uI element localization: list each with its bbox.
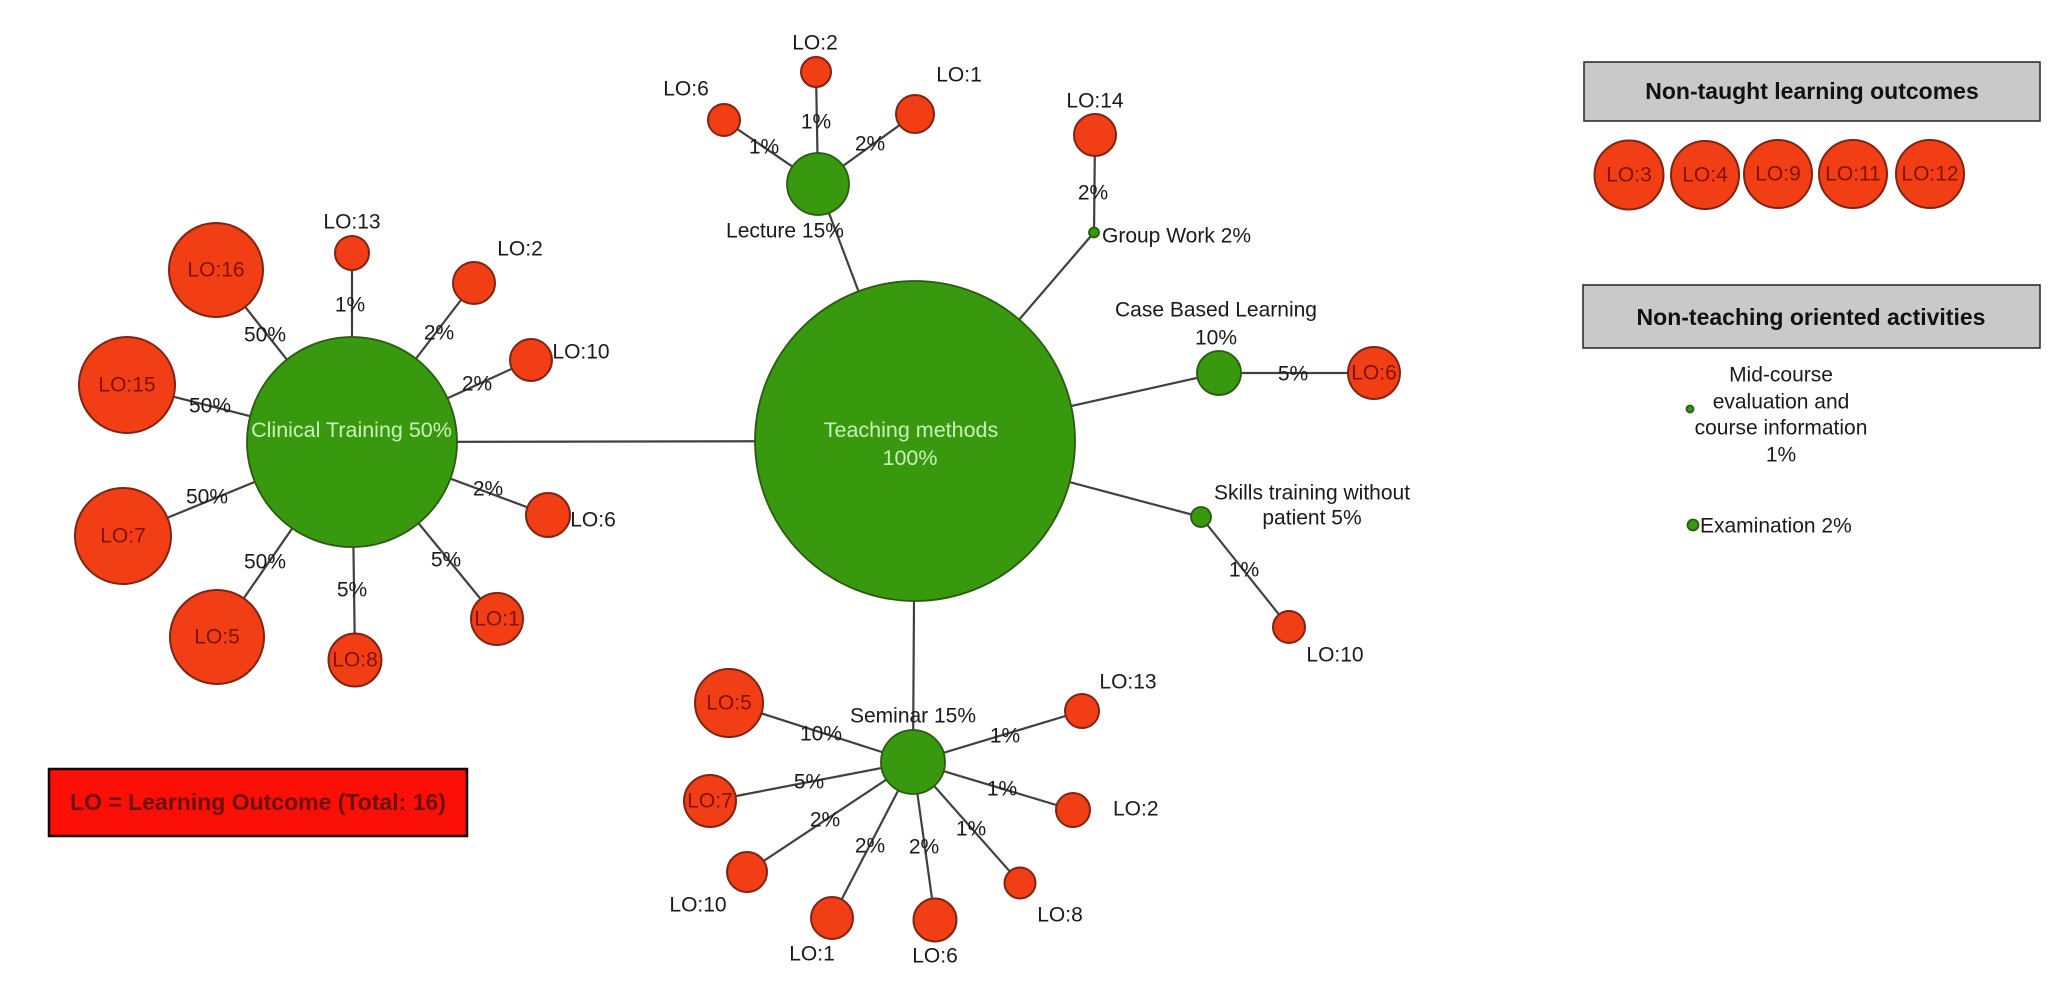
svg-text:5%: 5% — [1278, 363, 1308, 386]
svg-text:1%: 1% — [1229, 559, 1259, 582]
svg-text:LO:6: LO:6 — [1351, 362, 1397, 385]
svg-text:1%: 1% — [956, 818, 986, 841]
svg-text:LO:10: LO:10 — [552, 341, 609, 364]
svg-text:LO:3: LO:3 — [1606, 164, 1652, 187]
svg-text:Non-teaching oriented activiti: Non-teaching oriented activities — [1637, 304, 1986, 330]
svg-text:10%: 10% — [1195, 327, 1237, 350]
svg-text:LO:2: LO:2 — [1113, 798, 1159, 821]
svg-text:Mid-course: Mid-course — [1729, 364, 1833, 387]
svg-text:LO:16: LO:16 — [187, 259, 244, 282]
svg-text:LO:13: LO:13 — [1099, 671, 1156, 694]
svg-text:LO:15: LO:15 — [98, 374, 155, 397]
svg-text:50%: 50% — [244, 324, 286, 347]
svg-text:2%: 2% — [810, 809, 840, 832]
svg-text:LO:6: LO:6 — [663, 78, 709, 101]
svg-text:LO:8: LO:8 — [332, 649, 378, 672]
svg-text:Non-taught learning outcomes: Non-taught learning outcomes — [1645, 78, 1979, 104]
svg-text:50%: 50% — [189, 395, 231, 418]
svg-text:2%: 2% — [909, 836, 939, 859]
svg-text:LO:1: LO:1 — [936, 64, 982, 87]
svg-text:Examination 2%: Examination 2% — [1700, 515, 1852, 538]
svg-text:LO:4: LO:4 — [1682, 164, 1728, 187]
svg-text:course information: course information — [1695, 417, 1868, 440]
svg-text:5%: 5% — [431, 549, 461, 572]
svg-text:1%: 1% — [990, 725, 1020, 748]
svg-text:2%: 2% — [855, 835, 885, 858]
svg-text:2%: 2% — [1078, 182, 1108, 205]
svg-text:Skills training without: Skills training without — [1214, 482, 1410, 505]
svg-text:1%: 1% — [1766, 444, 1796, 467]
svg-text:1%: 1% — [801, 111, 831, 134]
svg-text:Clinical Training 50%: Clinical Training 50% — [251, 418, 452, 442]
svg-text:LO:11: LO:11 — [1825, 163, 1881, 186]
svg-text:LO = Learning Outcome (Total:: LO = Learning Outcome (Total: 16) — [70, 789, 446, 815]
svg-text:patient 5%: patient 5% — [1262, 507, 1361, 530]
svg-text:1%: 1% — [987, 778, 1017, 801]
svg-text:LO:12: LO:12 — [1901, 163, 1958, 186]
svg-text:LO:7: LO:7 — [687, 790, 733, 813]
svg-text:evaluation and: evaluation and — [1713, 391, 1850, 414]
svg-text:1%: 1% — [335, 294, 365, 317]
svg-text:LO:6: LO:6 — [912, 945, 958, 968]
svg-text:LO:14: LO:14 — [1066, 90, 1124, 113]
svg-text:LO:2: LO:2 — [497, 238, 543, 261]
svg-text:50%: 50% — [244, 551, 286, 574]
svg-text:LO:9: LO:9 — [1755, 163, 1801, 186]
svg-text:Group Work 2%: Group Work 2% — [1102, 225, 1251, 248]
svg-text:LO:5: LO:5 — [706, 692, 752, 715]
svg-text:LO:13: LO:13 — [323, 211, 380, 234]
svg-text:10%: 10% — [800, 723, 842, 746]
svg-text:LO:8: LO:8 — [1037, 904, 1083, 927]
svg-text:5%: 5% — [794, 771, 824, 794]
svg-text:1%: 1% — [749, 136, 779, 159]
svg-text:LO:10: LO:10 — [669, 894, 726, 917]
svg-text:LO:7: LO:7 — [100, 525, 146, 548]
svg-text:LO:6: LO:6 — [570, 509, 616, 532]
svg-text:Seminar 15%: Seminar 15% — [850, 705, 976, 728]
svg-text:Case Based Learning: Case Based Learning — [1115, 299, 1317, 322]
svg-text:LO:1: LO:1 — [789, 943, 835, 966]
svg-text:50%: 50% — [186, 486, 228, 509]
svg-text:LO:2: LO:2 — [792, 32, 838, 55]
svg-text:LO:10: LO:10 — [1306, 644, 1363, 667]
svg-text:2%: 2% — [424, 322, 454, 345]
svg-text:Teaching methods: Teaching methods — [824, 418, 999, 442]
svg-text:2%: 2% — [855, 133, 885, 156]
svg-text:2%: 2% — [462, 373, 492, 396]
svg-text:Lecture 15%: Lecture 15% — [726, 220, 844, 243]
svg-text:5%: 5% — [337, 579, 367, 602]
svg-text:2%: 2% — [473, 478, 503, 501]
svg-text:LO:5: LO:5 — [194, 626, 240, 649]
svg-text:LO:1: LO:1 — [474, 608, 520, 631]
svg-text:100%: 100% — [883, 446, 938, 470]
